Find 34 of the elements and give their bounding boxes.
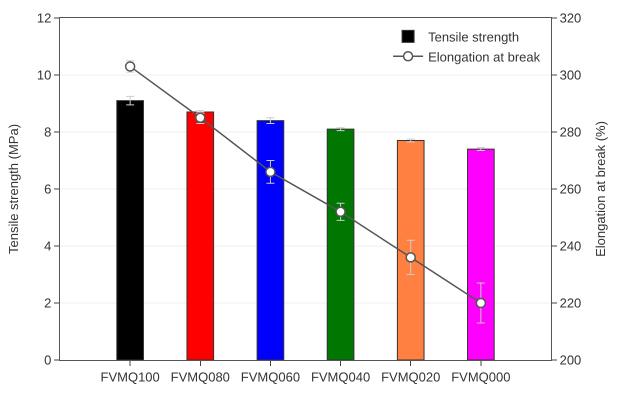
y2-tick-label: 280 [560, 124, 582, 140]
legend-label: Elongation at break [428, 49, 541, 64]
y2-tick-label: 260 [560, 182, 582, 197]
y-tick-label: 2 [44, 296, 52, 311]
y2-axis-title: Elongation at break (%) [592, 121, 608, 257]
y2-tick-label: 320 [560, 10, 582, 26]
y-tick-label: 0 [44, 352, 52, 368]
point [265, 166, 276, 178]
bar [467, 148, 495, 360]
x-tick-label: FVMQ100 [100, 370, 160, 385]
point [335, 206, 346, 218]
x-tick-label: FVMQ040 [310, 370, 370, 385]
x-tick-label: FVMQ060 [240, 370, 300, 385]
point [405, 252, 416, 263]
y2-tick-label: 200 [560, 352, 582, 368]
legend-label: Tensile strength [428, 29, 520, 44]
bar [326, 128, 354, 360]
bar [396, 140, 425, 360]
y-tick-label: 8 [44, 124, 52, 140]
y2-tick-label: 240 [560, 238, 582, 254]
y-tick-label: 4 [44, 238, 52, 254]
y2-tick-label: 220 [560, 296, 582, 311]
y-tick-label: 12 [36, 10, 52, 26]
x-tick-label: FVMQ080 [170, 370, 230, 385]
bar [256, 120, 284, 360]
bar [186, 112, 214, 360]
point [476, 298, 486, 308]
x-tick-label: FVMQ000 [451, 370, 510, 385]
x-tick-label: FVMQ020 [381, 370, 440, 385]
y-axis-title: Tensile strength (MPa) [6, 124, 21, 254]
bar [116, 100, 144, 360]
y-tick-label: 10 [36, 68, 52, 83]
y2-tick-label: 300 [560, 68, 582, 83]
y-tick-label: 6 [44, 182, 52, 197]
